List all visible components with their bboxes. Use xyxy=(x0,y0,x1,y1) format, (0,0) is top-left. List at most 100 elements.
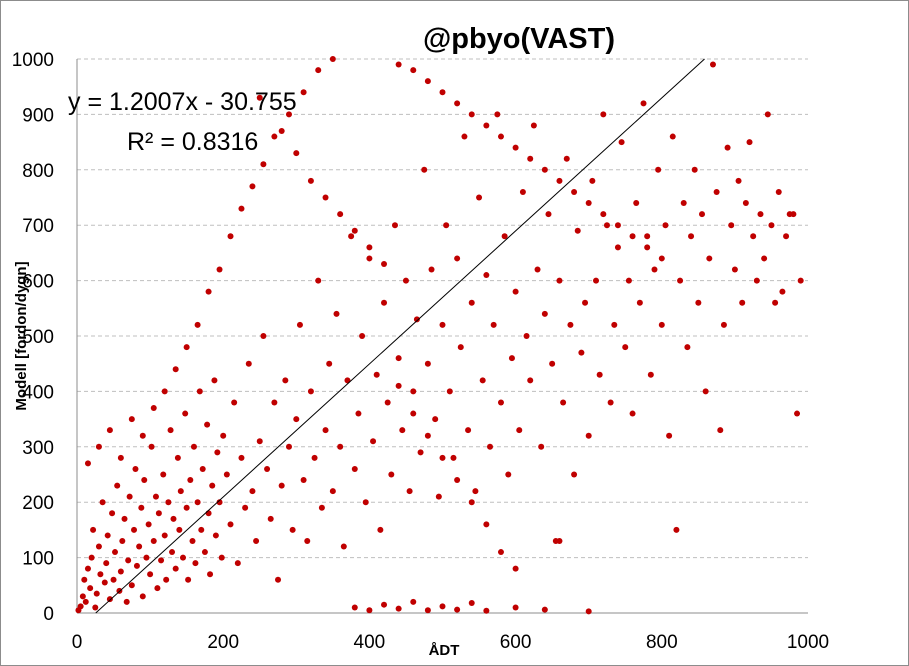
data-point xyxy=(549,360,556,367)
data-point xyxy=(644,233,651,240)
data-point xyxy=(370,438,377,445)
data-point xyxy=(735,177,742,184)
data-point xyxy=(351,227,358,234)
data-point xyxy=(421,166,428,173)
data-point xyxy=(362,499,369,506)
data-point xyxy=(150,537,157,544)
data-point xyxy=(424,78,431,85)
data-point xyxy=(501,233,508,240)
data-point xyxy=(119,537,126,544)
data-point xyxy=(563,155,570,162)
data-point xyxy=(454,606,461,613)
data-point xyxy=(249,183,256,190)
data-point xyxy=(125,557,132,564)
data-point xyxy=(424,432,431,439)
data-point xyxy=(640,100,647,107)
data-point xyxy=(651,266,658,273)
data-point xyxy=(468,600,475,607)
data-point xyxy=(662,222,669,229)
data-point xyxy=(761,255,768,262)
data-point xyxy=(750,233,757,240)
data-point xyxy=(300,89,307,96)
data-point xyxy=(395,61,402,68)
data-point xyxy=(207,571,214,578)
data-point xyxy=(476,194,483,201)
data-point xyxy=(194,321,201,328)
data-point xyxy=(527,155,534,162)
data-point xyxy=(333,310,340,317)
data-point xyxy=(104,532,111,539)
data-point xyxy=(231,399,238,406)
x-tick-label: 200 xyxy=(207,632,239,653)
data-point xyxy=(293,416,300,423)
data-point xyxy=(199,465,206,472)
y-tick-label: 200 xyxy=(22,493,54,514)
data-point xyxy=(406,488,413,495)
data-point xyxy=(713,188,720,195)
data-point xyxy=(527,377,534,384)
data-point xyxy=(92,604,99,611)
data-point xyxy=(209,482,216,489)
data-point xyxy=(381,260,388,267)
data-point xyxy=(468,499,475,506)
data-point xyxy=(454,100,461,107)
data-point xyxy=(155,510,162,517)
data-point xyxy=(794,410,801,417)
data-point xyxy=(384,399,391,406)
data-point xyxy=(147,571,154,578)
data-point xyxy=(84,565,91,572)
data-point xyxy=(381,601,388,608)
data-point xyxy=(538,443,545,450)
data-point xyxy=(150,405,157,412)
data-point xyxy=(388,471,395,478)
data-point xyxy=(132,465,139,472)
data-point xyxy=(205,288,212,295)
data-point xyxy=(677,277,684,284)
x-tick-label: 1000 xyxy=(787,632,829,653)
data-point xyxy=(133,562,140,569)
data-point xyxy=(176,526,183,533)
data-point xyxy=(490,321,497,328)
data-point xyxy=(165,499,172,506)
data-point xyxy=(139,593,146,600)
data-point xyxy=(695,299,702,306)
data-point xyxy=(560,399,567,406)
data-point xyxy=(315,67,322,74)
data-point xyxy=(198,526,205,533)
data-point xyxy=(655,166,662,173)
data-point xyxy=(143,554,150,561)
data-points xyxy=(75,56,804,615)
data-point xyxy=(177,488,184,495)
data-point xyxy=(413,316,420,323)
data-point xyxy=(117,454,124,461)
data-point xyxy=(684,344,691,351)
data-point xyxy=(439,321,446,328)
data-point xyxy=(556,537,563,544)
data-point xyxy=(161,388,168,395)
data-point xyxy=(131,526,138,533)
data-point xyxy=(658,321,665,328)
x-tick-labels: 0 200 400 600 800 1000 xyxy=(72,632,829,653)
data-point xyxy=(139,432,146,439)
data-point xyxy=(141,477,148,484)
data-point xyxy=(680,200,687,207)
data-point xyxy=(99,499,106,506)
data-point xyxy=(585,200,592,207)
data-point xyxy=(465,427,472,434)
data-point xyxy=(84,460,91,467)
data-point xyxy=(746,139,753,146)
data-point xyxy=(355,410,362,417)
data-point xyxy=(329,56,336,62)
data-point xyxy=(410,67,417,74)
data-point xyxy=(340,543,347,550)
data-point xyxy=(614,244,621,251)
data-point xyxy=(275,576,282,583)
data-point xyxy=(443,222,450,229)
data-point xyxy=(201,549,208,556)
data-point xyxy=(497,549,504,556)
data-point xyxy=(190,443,197,450)
data-point xyxy=(764,111,771,118)
data-point xyxy=(494,111,501,118)
data-point xyxy=(797,277,804,284)
data-point xyxy=(381,299,388,306)
